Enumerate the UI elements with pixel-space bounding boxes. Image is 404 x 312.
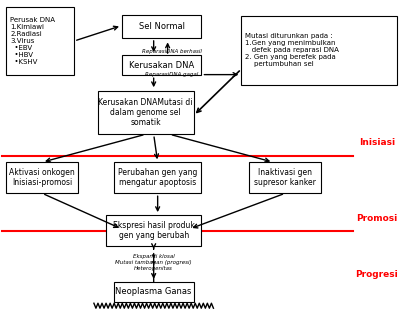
FancyBboxPatch shape	[98, 91, 194, 134]
FancyBboxPatch shape	[114, 282, 194, 302]
FancyBboxPatch shape	[249, 162, 321, 193]
Text: Inisiasi: Inisiasi	[359, 138, 395, 147]
FancyBboxPatch shape	[106, 215, 202, 246]
Text: Neoplasma Ganas: Neoplasma Ganas	[116, 287, 192, 296]
FancyBboxPatch shape	[114, 162, 202, 193]
Text: Heterogenitas: Heterogenitas	[134, 266, 173, 271]
Text: Kerusakan DNA: Kerusakan DNA	[129, 61, 194, 70]
Text: Sel Normal: Sel Normal	[139, 22, 185, 31]
Text: Mutasi diturunkan pada :
1.Gen yang menimbulkan
   defek pada reparasi DNA
2. Ge: Mutasi diturunkan pada : 1.Gen yang meni…	[245, 33, 339, 67]
Text: Perusak DNA
1.Kimiawi
2.Radiasi
3.Virus
  •EBV
  •HBV
  •KSHV: Perusak DNA 1.Kimiawi 2.Radiasi 3.Virus …	[10, 17, 55, 65]
Text: ReparasiDNA gagal: ReparasiDNA gagal	[145, 72, 198, 77]
Text: Mutasi tambahan (progresi): Mutasi tambahan (progresi)	[116, 260, 192, 265]
Text: Ekspresi hasil produk
gen yang berubah: Ekspresi hasil produk gen yang berubah	[113, 221, 195, 240]
FancyBboxPatch shape	[122, 55, 202, 75]
Text: Kerusakan DNAMutasi di
dalam genome sel
somatik: Kerusakan DNAMutasi di dalam genome sel …	[99, 98, 193, 127]
FancyBboxPatch shape	[6, 7, 74, 75]
FancyBboxPatch shape	[241, 16, 397, 85]
Text: Perubahan gen yang
mengatur apoptosis: Perubahan gen yang mengatur apoptosis	[118, 168, 197, 188]
Text: ReparasiDNA berhasil: ReparasiDNA berhasil	[142, 48, 202, 54]
Text: Inaktivasi gen
supresor kanker: Inaktivasi gen supresor kanker	[254, 168, 316, 188]
Text: Promosi: Promosi	[356, 214, 398, 223]
Text: Progresi: Progresi	[356, 270, 398, 279]
Text: Ekspansi klosal: Ekspansi klosal	[133, 254, 175, 259]
FancyBboxPatch shape	[6, 162, 78, 193]
FancyBboxPatch shape	[122, 15, 202, 38]
Text: Aktivasi onkogen
Inisiasi-promosi: Aktivasi onkogen Inisiasi-promosi	[9, 168, 75, 188]
